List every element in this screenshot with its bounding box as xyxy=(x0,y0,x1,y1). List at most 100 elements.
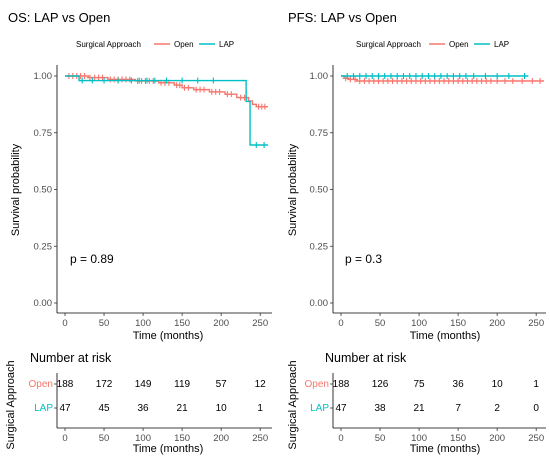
os-risk-lap-count: 47 xyxy=(59,403,71,414)
os-x-tick-label: 200 xyxy=(213,318,229,329)
os-legend-open-label: Open xyxy=(174,40,194,49)
pfs-open-censor-mark xyxy=(487,77,494,84)
pfs-x-tick-label: 50 xyxy=(375,318,386,329)
os-plot-area: 0.00 0.25 0.50 0.75 1.00 0 50 100 150 200 250 xyxy=(34,65,272,329)
os-open-censor-mark xyxy=(200,86,207,93)
pfs-lap-censor-mark xyxy=(456,73,463,79)
pfs-risk-x-tick-label: 250 xyxy=(528,433,544,444)
pfs-lap-censor-mark xyxy=(494,73,501,79)
pfs-x-axis-title: Time (months) xyxy=(410,330,481,342)
os-lap-censor-mark xyxy=(253,142,260,149)
pfs-open-censor-mark xyxy=(519,77,526,84)
pfs-risk-x-tick-label: 100 xyxy=(411,433,427,444)
pfs-risk-open-count: 36 xyxy=(453,379,465,390)
pfs-y-tick-label: 1.00 xyxy=(310,71,329,82)
pfs-open-censor-mark xyxy=(509,77,516,84)
pfs-risk-x-axis-title: Time (months) xyxy=(410,443,481,455)
pfs-risk-x-tick-label: 150 xyxy=(450,433,466,444)
pfs-risk-x-tick-label: 0 xyxy=(338,433,343,444)
pfs-lap-censor-mark xyxy=(412,73,419,79)
pfs-risk-x-tick-label: 200 xyxy=(489,433,505,444)
pfs-open-censor-mark xyxy=(537,77,544,84)
pfs-x-tick-label: 200 xyxy=(489,318,505,329)
os-lap-survival-curve xyxy=(65,75,268,146)
pfs-lap-censor-mark xyxy=(381,73,388,79)
os-risk-y-axis-title: Surgical Approach xyxy=(5,360,17,449)
pfs-risk-lap-row-label: LAP xyxy=(310,403,329,414)
pfs-y-tick-label: 0.75 xyxy=(310,128,329,139)
os-risk-title: Number at risk xyxy=(30,351,112,365)
os-lap-censor-mark xyxy=(143,77,150,84)
os-lap-censor-mark xyxy=(79,77,86,84)
pfs-open-censor-mark xyxy=(529,77,536,84)
pfs-lap-censor-mark xyxy=(375,73,382,79)
os-open-censor-mark xyxy=(261,103,268,110)
pfs-y-tick-label: 0.25 xyxy=(310,241,329,252)
pfs-risk-lap-count: 47 xyxy=(335,403,347,414)
os-x-tick-label: 250 xyxy=(252,318,268,329)
os-panel: OS: LAP vs Open Surgical Approach Open L… xyxy=(8,10,272,342)
os-open-censor-mark xyxy=(176,82,183,89)
os-risk-open-count: 12 xyxy=(255,379,267,390)
pfs-lap-censor-mark xyxy=(425,73,432,79)
os-y-axis-title: Survival probability xyxy=(10,143,22,236)
pfs-open-censor-mark xyxy=(352,76,359,83)
os-lap-censor-mark xyxy=(261,142,268,149)
pfs-x-tick-label: 100 xyxy=(411,318,427,329)
os-risk-open-row-label: Open xyxy=(29,379,53,390)
pfs-lap-censor-mark xyxy=(470,73,477,79)
os-risk-x-tick-label: 0 xyxy=(62,433,67,444)
pfs-lap-censor-mark xyxy=(444,73,451,79)
pfs-panel: PFS: LAP vs Open Surgical Approach Open … xyxy=(287,10,546,342)
pfs-risk-y-axis-title: Surgical Approach xyxy=(287,360,299,449)
pfs-open-censor-mark xyxy=(501,77,508,84)
os-p-value: p = 0.89 xyxy=(70,252,114,266)
pfs-risk-open-count: 126 xyxy=(372,379,389,390)
pfs-lap-censor-mark xyxy=(521,73,528,79)
pfs-y-axis-title: Survival probability xyxy=(287,143,299,236)
os-legend-title: Surgical Approach xyxy=(76,40,141,49)
os-legend-lap-label: LAP xyxy=(219,40,234,49)
os-lap-censor-mark xyxy=(151,77,158,84)
pfs-lap-censor-mark xyxy=(356,73,363,79)
os-legend: Surgical Approach Open LAP xyxy=(76,40,234,49)
os-risk-lap-count: 45 xyxy=(98,403,110,414)
pfs-risk-table: Number at risk Surgical Approach Time (m… xyxy=(287,351,546,455)
os-lap-censor-mark xyxy=(101,77,108,84)
os-risk-x-tick-label: 250 xyxy=(252,433,268,444)
os-risk-open-count: 57 xyxy=(216,379,228,390)
os-open-censor-mark xyxy=(216,88,223,95)
os-y-tick-label: 0.75 xyxy=(34,128,53,139)
pfs-risk-open-count: 1 xyxy=(533,379,539,390)
pfs-risk-open-count: 10 xyxy=(492,379,504,390)
os-risk-x-tick-label: 100 xyxy=(135,433,151,444)
pfs-plot-area: 0.00 0.25 0.50 0.75 1.00 0 50 100 150 200 250 xyxy=(310,65,546,329)
pfs-x-tick-label: 0 xyxy=(338,318,343,329)
os-risk-x-tick-label: 150 xyxy=(174,433,190,444)
os-risk-x-tick-label: 50 xyxy=(99,433,110,444)
os-y-tick-label: 0.50 xyxy=(34,185,53,196)
pfs-lap-censor-mark xyxy=(431,73,438,79)
os-lap-censor-mark xyxy=(163,77,170,84)
os-y-tick-label: 0.25 xyxy=(34,241,53,252)
os-risk-x-tick-label: 200 xyxy=(213,433,229,444)
pfs-risk-lap-count: 0 xyxy=(533,403,539,414)
pfs-lap-censor-mark xyxy=(419,73,426,79)
os-lap-censor-mark xyxy=(128,77,135,84)
pfs-lap-censor-mark xyxy=(387,73,394,79)
pfs-risk-lap-count: 7 xyxy=(455,403,461,414)
pfs-legend-open-label: Open xyxy=(449,40,469,49)
pfs-lap-censor-mark xyxy=(362,73,369,79)
os-risk-lap-count: 21 xyxy=(177,403,189,414)
pfs-open-survival-curve xyxy=(341,75,544,82)
os-risk-lap-count: 1 xyxy=(257,403,263,414)
os-title: OS: LAP vs Open xyxy=(8,10,110,25)
os-risk-open-count: 172 xyxy=(96,379,113,390)
pfs-lap-censor-mark xyxy=(482,73,489,79)
pfs-lap-censor-mark xyxy=(394,73,401,79)
os-lap-censor-mark xyxy=(194,77,201,84)
os-open-censor-mark xyxy=(228,91,235,98)
pfs-lap-censor-mark xyxy=(344,73,351,79)
os-risk-open-count: 188 xyxy=(57,379,74,390)
